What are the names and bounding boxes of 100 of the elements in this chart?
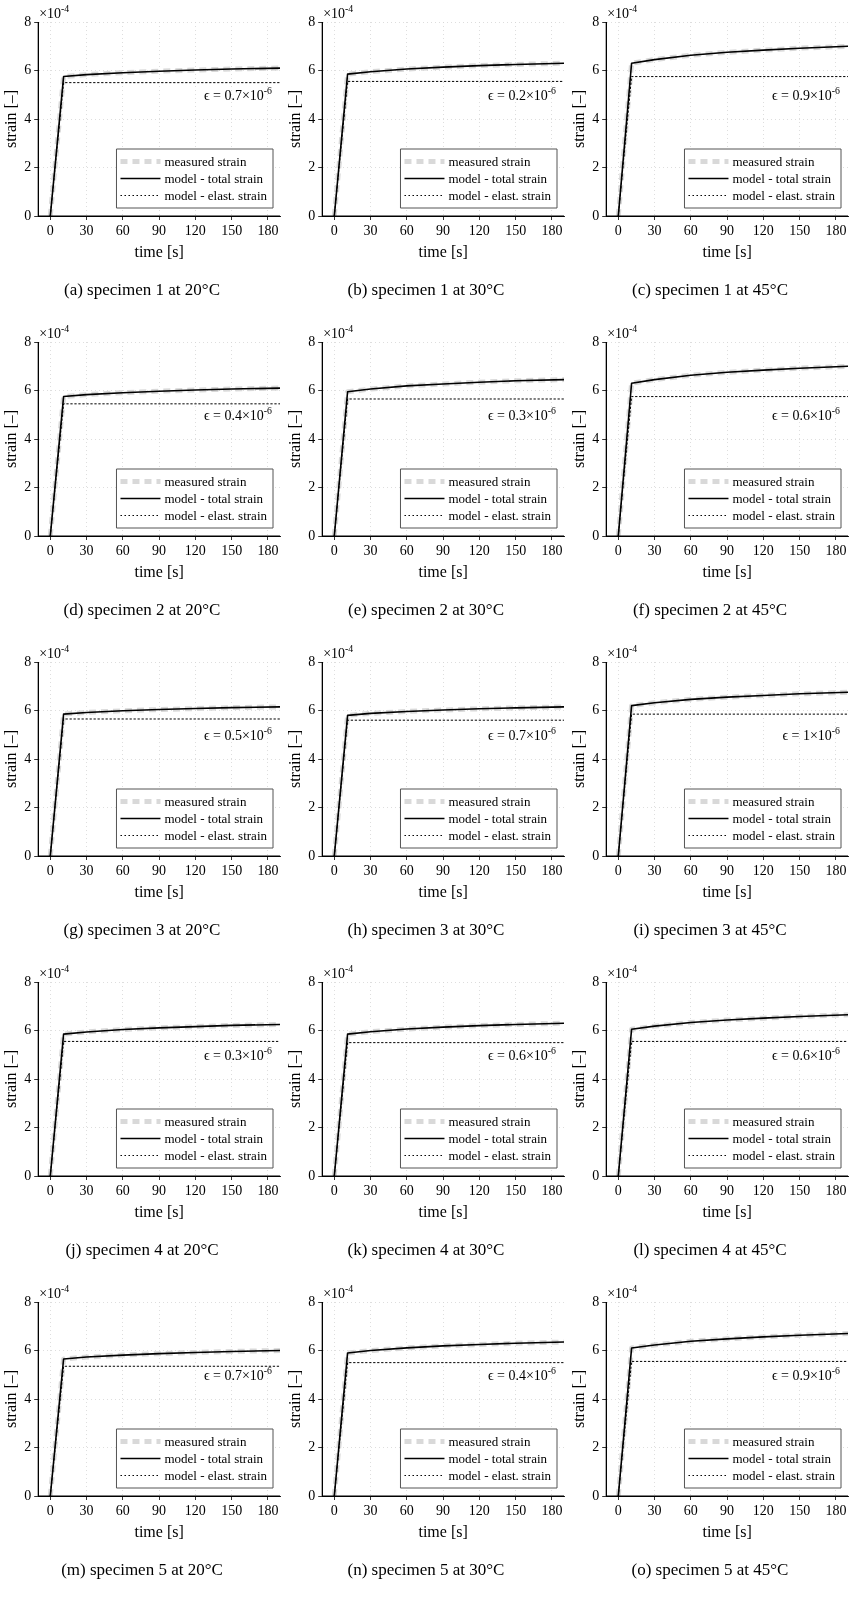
x-tick-label: 0 bbox=[330, 863, 338, 879]
y-tick-label: 2 bbox=[592, 1119, 600, 1135]
x-tick-label: 60 bbox=[115, 543, 130, 559]
y-tick-label: 0 bbox=[308, 1167, 316, 1183]
x-axis-title: time [s] bbox=[418, 1522, 468, 1540]
y-tick-label: 2 bbox=[308, 479, 316, 495]
legend-label: model - total strain bbox=[732, 811, 832, 826]
legend-label: model - total strain bbox=[164, 811, 264, 826]
y-axis-title: strain [–] bbox=[285, 409, 303, 469]
y-tick-label: 8 bbox=[308, 13, 316, 29]
y-axis-title: strain [–] bbox=[569, 1369, 587, 1429]
y-tick-label: 8 bbox=[308, 653, 316, 669]
y-tick-label: 0 bbox=[308, 527, 316, 543]
y-axis-title: strain [–] bbox=[285, 89, 303, 149]
x-axis-title: time [s] bbox=[134, 562, 184, 580]
y-axis-title: strain [–] bbox=[285, 1049, 303, 1109]
y-tick-label: 4 bbox=[308, 1070, 316, 1086]
y-tick-label: 6 bbox=[24, 702, 32, 718]
y-tick-label: 0 bbox=[24, 1487, 32, 1503]
legend-label: model - total strain bbox=[164, 1451, 264, 1466]
y-axis-title: strain [–] bbox=[1, 89, 19, 149]
y-tick-label: 2 bbox=[592, 1439, 600, 1455]
legend-label: measured strain bbox=[732, 154, 815, 169]
x-tick-label: 180 bbox=[825, 863, 847, 879]
text: (g) specimen 3 at 20°C bbox=[62, 920, 222, 940]
x-tick-label: 30 bbox=[363, 863, 378, 879]
x-tick-label: 0 bbox=[614, 1503, 622, 1519]
legend-label: measured strain bbox=[448, 154, 531, 169]
legend-label: model - elast. strain bbox=[732, 828, 836, 843]
x-tick-label: 150 bbox=[505, 223, 527, 239]
x-tick-label: 90 bbox=[152, 863, 167, 879]
x-tick-label: 60 bbox=[115, 223, 130, 239]
y-tick-label: 2 bbox=[592, 799, 600, 815]
legend-label: measured strain bbox=[448, 474, 531, 489]
x-tick-label: 30 bbox=[79, 543, 94, 559]
x-tick-label: 0 bbox=[46, 543, 54, 559]
x-axis-title: time [s] bbox=[702, 882, 752, 900]
x-tick-label: 30 bbox=[363, 543, 378, 559]
x-tick-label: 30 bbox=[363, 223, 378, 239]
y-tick-label: 4 bbox=[592, 430, 600, 446]
y-tick-label: 0 bbox=[592, 1167, 600, 1183]
y-tick-label: 0 bbox=[24, 207, 32, 223]
text: (a) specimen 1 at 20°C bbox=[63, 280, 221, 300]
y-tick-label: 8 bbox=[592, 13, 600, 29]
x-tick-label: 150 bbox=[505, 1183, 527, 1199]
text: (l) specimen 4 at 45°C bbox=[632, 1240, 788, 1260]
x-tick-label: 120 bbox=[752, 1183, 774, 1199]
y-axis-title: strain [–] bbox=[1, 1369, 19, 1429]
x-tick-label: 90 bbox=[436, 223, 451, 239]
y-tick-label: 6 bbox=[592, 1022, 600, 1038]
y-tick-label: 6 bbox=[592, 702, 600, 718]
legend-label: model - elast. strain bbox=[732, 188, 836, 203]
x-tick-label: 120 bbox=[752, 543, 774, 559]
x-tick-label: 120 bbox=[752, 1503, 774, 1519]
x-tick-label: 120 bbox=[184, 863, 206, 879]
legend-label: measured strain bbox=[732, 1434, 815, 1449]
legend-label: measured strain bbox=[164, 794, 247, 809]
x-tick-label: 0 bbox=[614, 543, 622, 559]
x-tick-label: 0 bbox=[46, 863, 54, 879]
x-tick-label: 60 bbox=[683, 863, 698, 879]
legend-label: model - elast. strain bbox=[164, 508, 268, 523]
legend-label: measured strain bbox=[732, 474, 815, 489]
y-tick-label: 4 bbox=[308, 110, 316, 126]
x-axis-title: time [s] bbox=[702, 1522, 752, 1540]
legend-label: model - total strain bbox=[732, 1451, 832, 1466]
x-axis-title: time [s] bbox=[702, 562, 752, 580]
y-tick-label: 4 bbox=[592, 110, 600, 126]
x-tick-label: 0 bbox=[330, 1183, 338, 1199]
legend-label: model - total strain bbox=[164, 171, 264, 186]
legend-label: model - elast. strain bbox=[164, 1468, 268, 1483]
y-tick-label: 2 bbox=[308, 159, 316, 175]
y-tick-label: 8 bbox=[592, 973, 600, 989]
y-tick-label: 2 bbox=[24, 1119, 32, 1135]
text: (m) specimen 5 at 20°C bbox=[60, 1560, 224, 1580]
x-tick-label: 30 bbox=[79, 1183, 94, 1199]
legend-label: measured strain bbox=[448, 1434, 531, 1449]
legend-label: model - total strain bbox=[448, 1451, 548, 1466]
x-tick-label: 90 bbox=[720, 1183, 735, 1199]
x-tick-label: 90 bbox=[720, 543, 735, 559]
x-tick-label: 150 bbox=[789, 223, 811, 239]
x-axis-title: time [s] bbox=[702, 1202, 752, 1220]
x-tick-label: 180 bbox=[825, 543, 847, 559]
y-tick-label: 4 bbox=[24, 1070, 32, 1086]
y-tick-label: 6 bbox=[592, 62, 600, 78]
x-tick-label: 30 bbox=[79, 1503, 94, 1519]
y-tick-label: 6 bbox=[308, 62, 316, 78]
text: (d) specimen 2 at 20°C bbox=[62, 600, 222, 620]
y-tick-label: 6 bbox=[592, 382, 600, 398]
x-tick-label: 60 bbox=[399, 1183, 414, 1199]
x-tick-label: 180 bbox=[541, 1503, 563, 1519]
x-axis-title: time [s] bbox=[702, 242, 752, 260]
y-tick-label: 6 bbox=[308, 1342, 316, 1358]
y-tick-label: 2 bbox=[24, 799, 32, 815]
text: (o) specimen 5 at 45°C bbox=[630, 1560, 790, 1580]
y-tick-label: 8 bbox=[24, 333, 32, 349]
x-tick-label: 30 bbox=[363, 1183, 378, 1199]
y-tick-label: 8 bbox=[308, 973, 316, 989]
y-tick-label: 8 bbox=[592, 1293, 600, 1309]
x-tick-label: 150 bbox=[789, 1503, 811, 1519]
y-tick-label: 2 bbox=[592, 479, 600, 495]
